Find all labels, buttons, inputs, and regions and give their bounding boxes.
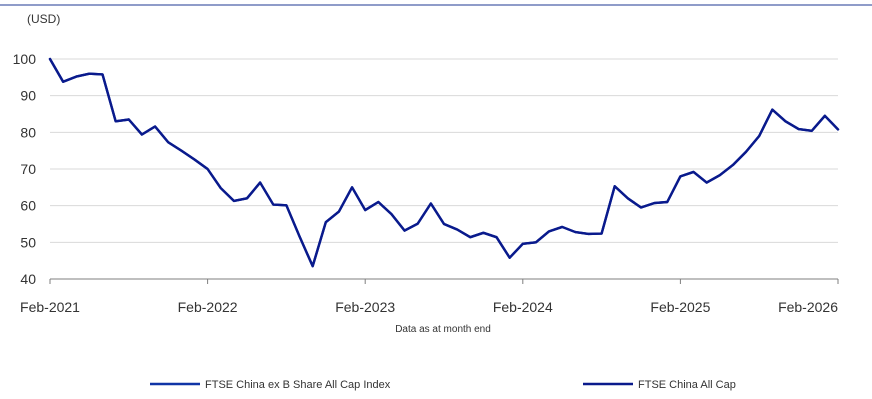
y-tick-label: 80 bbox=[20, 124, 36, 140]
series-line-2 bbox=[48, 57, 840, 268]
y-tick-label: 60 bbox=[20, 198, 36, 214]
legend: FTSE China ex B Share All Cap Index FTSE … bbox=[150, 379, 736, 391]
gridlines bbox=[50, 58, 838, 243]
x-tick-label: Feb-2023 bbox=[335, 299, 395, 315]
series-lines bbox=[48, 57, 840, 268]
x-tick-label: Feb-2021 bbox=[20, 299, 80, 315]
y-tick-label: 100 bbox=[13, 51, 37, 67]
y-unit-label: (USD) bbox=[27, 12, 60, 26]
axes: 40 50 60 70 80 90 100 Feb-2021 Feb-2022 Feb-2023 F… bbox=[13, 51, 839, 315]
x-axis-caption: Data as at month end bbox=[395, 324, 491, 335]
legend-label-1: FTSE China ex B Share All Cap Index bbox=[205, 379, 391, 391]
x-tick-label: Feb-2026 bbox=[778, 299, 838, 315]
y-tick-label: 40 bbox=[20, 271, 36, 287]
x-tick-label: Feb-2025 bbox=[650, 299, 710, 315]
x-tick-label: Feb-2024 bbox=[493, 299, 553, 315]
y-tick-label: 70 bbox=[20, 161, 36, 177]
legend-label-2: FTSE China All Cap bbox=[638, 379, 736, 391]
series-line-1 bbox=[48, 57, 840, 268]
x-tick-label: Feb-2022 bbox=[178, 299, 238, 315]
y-tick-label: 90 bbox=[20, 88, 36, 104]
y-tick-label: 50 bbox=[20, 234, 36, 250]
